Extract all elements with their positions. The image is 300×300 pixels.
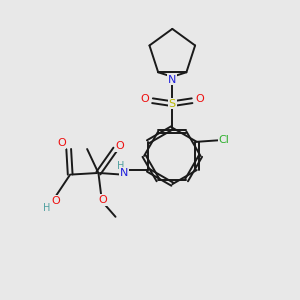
Text: O: O: [98, 195, 107, 205]
Text: O: O: [116, 141, 124, 151]
Text: Cl: Cl: [218, 135, 229, 145]
Text: N: N: [120, 168, 128, 178]
Text: H: H: [117, 161, 124, 171]
Text: O: O: [141, 94, 149, 104]
Text: N: N: [168, 75, 176, 85]
Text: O: O: [52, 196, 60, 206]
Text: O: O: [195, 94, 204, 104]
Text: O: O: [57, 138, 66, 148]
Text: S: S: [169, 99, 176, 109]
Text: H: H: [44, 202, 51, 213]
